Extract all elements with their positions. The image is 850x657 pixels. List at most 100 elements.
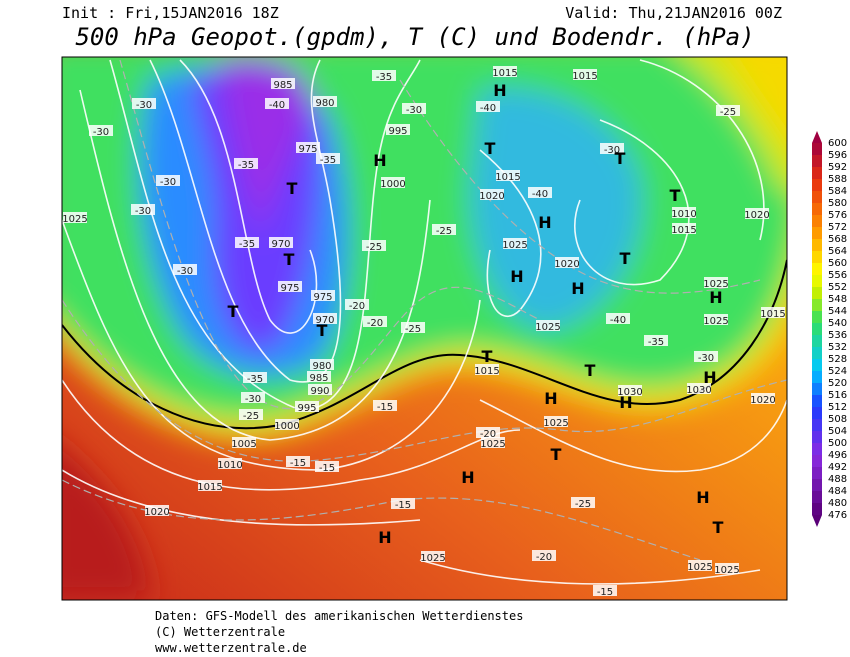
contour-label: -20 (367, 318, 383, 329)
colorbar-swatch (812, 263, 822, 275)
label-box (232, 437, 256, 448)
contour-label: 995 (297, 403, 316, 414)
contour-label: 970 (315, 315, 334, 326)
contour-label: -35 (320, 155, 336, 166)
contour-label: 990 (310, 386, 329, 397)
colorbar-swatch (812, 503, 822, 515)
colorbar-arrow-bottom (812, 515, 822, 527)
label-box (308, 384, 332, 395)
map-title: 500 hPa Geopot.(gpdm), T (C) und Bodendr… (75, 23, 754, 51)
colorbar-label: 596 (828, 150, 847, 161)
label-box (715, 563, 739, 574)
label-box (761, 307, 785, 318)
label-box (89, 125, 113, 136)
contour-label: 1005 (231, 439, 256, 450)
label-box (198, 480, 222, 491)
label-box (402, 103, 426, 114)
colorbar-label: 552 (828, 282, 847, 293)
label-box (476, 427, 500, 438)
colorbar-label: 480 (828, 498, 847, 509)
contour-label: -30 (406, 105, 422, 116)
colorbar-label: 484 (828, 486, 847, 497)
contour-label: -35 (247, 374, 263, 385)
label-box (694, 351, 718, 362)
contour-label: 1020 (144, 507, 169, 518)
colorbar-label: 500 (828, 438, 847, 449)
colorbar-label: 492 (828, 462, 847, 473)
footer-source: Daten: GFS-Modell des amerikanischen Wet… (155, 609, 523, 623)
colorbar-swatch (812, 167, 822, 179)
contour-label: -20 (349, 301, 365, 312)
label-box (313, 96, 337, 107)
label-box (132, 98, 156, 109)
label-box (239, 409, 263, 420)
label-box (235, 237, 259, 248)
pressure-center: T (284, 250, 295, 269)
contour-label: 1025 (687, 562, 712, 573)
colorbar-label: 588 (828, 174, 847, 185)
pressure-center: H (696, 488, 709, 507)
colorbar-label: 564 (828, 246, 847, 257)
label-box (544, 416, 568, 427)
pressure-center: H (493, 81, 506, 100)
contour-label: -20 (536, 552, 552, 563)
label-box (716, 105, 740, 116)
pressure-center: H (378, 528, 391, 547)
contour-label: 985 (309, 373, 328, 384)
552-contour (62, 259, 787, 430)
colorbar-swatch (812, 323, 822, 335)
label-box (173, 264, 197, 275)
colorbar-label: 580 (828, 198, 847, 209)
contour-label: 980 (315, 98, 334, 109)
label-box (218, 458, 242, 469)
label-box (310, 359, 334, 370)
label-box (131, 204, 155, 215)
contour-label: 970 (271, 239, 290, 250)
pressure-center: H (619, 393, 632, 412)
contour-label: 1020 (750, 395, 775, 406)
label-box (156, 175, 180, 186)
colorbar-label: 496 (828, 450, 847, 461)
contour-label: -30 (135, 206, 151, 217)
colorbar-swatch (812, 311, 822, 323)
label-box (234, 158, 258, 169)
contour-label: -25 (575, 499, 591, 510)
contour-label: -15 (597, 587, 613, 598)
pressure-center: T (485, 139, 496, 158)
colorbar-label: 576 (828, 210, 847, 221)
label-box (688, 560, 712, 571)
colorbar-swatch (812, 467, 822, 479)
label-box (295, 401, 319, 412)
contour-label: -25 (243, 411, 259, 422)
contour-label: -15 (395, 500, 411, 511)
label-box (532, 550, 556, 561)
colorbar-label: 532 (828, 342, 847, 353)
colorbar-swatch (812, 479, 822, 491)
footer-url: www.wetterzentrale.de (155, 641, 307, 655)
contour-label: -40 (610, 315, 626, 326)
contour-label: 1000 (274, 421, 299, 432)
colorbar-swatch (812, 215, 822, 227)
colorbar-label: 488 (828, 474, 847, 485)
footer-copyright: (C) Wetterzentrale (155, 625, 285, 639)
label-box (432, 224, 456, 235)
contour-label: 1025 (703, 279, 728, 290)
pressure-center: T (482, 347, 493, 366)
colorbar-swatch (812, 191, 822, 203)
label-box (401, 322, 425, 333)
pressure-center: T (585, 361, 596, 380)
contour-label: -30 (136, 100, 152, 111)
contour-label: -40 (480, 103, 496, 114)
colorbar-swatch (812, 239, 822, 251)
label-box (672, 223, 696, 234)
label-box (493, 66, 517, 77)
label-box (307, 371, 331, 382)
contour-label: -35 (376, 72, 392, 83)
pressure-center: T (287, 179, 298, 198)
colorbar-arrow-top (812, 131, 822, 143)
colorbar-swatch (812, 143, 822, 155)
label-box (271, 78, 295, 89)
label-box (421, 551, 445, 562)
label-box (243, 372, 267, 383)
label-box (704, 314, 728, 325)
